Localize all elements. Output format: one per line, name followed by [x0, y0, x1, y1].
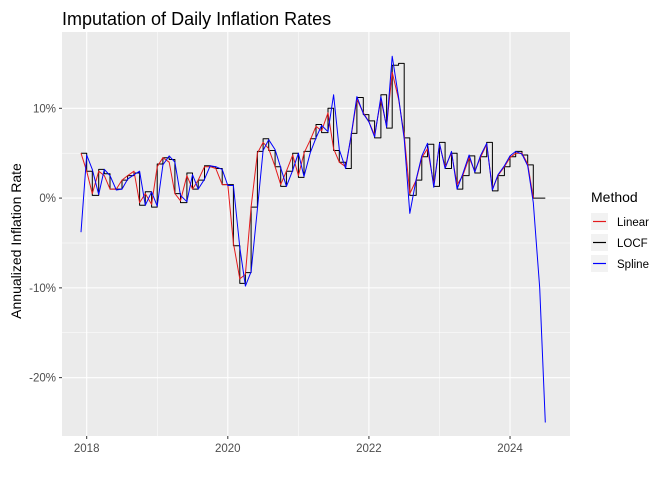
major-gridlines: [62, 32, 570, 436]
series-layer: [80, 55, 546, 423]
legend-title: Method: [591, 189, 638, 205]
minor-gridlines: [62, 32, 570, 436]
y-tick-label: -10%: [29, 283, 56, 295]
y-axis-title: Annualized Inflation Rate: [8, 163, 24, 319]
x-tick-label: 2022: [356, 443, 382, 455]
legend: Method Linear LOCF Spline: [591, 189, 649, 272]
x-tick-label: 2020: [215, 443, 241, 455]
y-axis: -20% -10% 0% 10%: [29, 103, 62, 385]
x-axis: 2018 2020 2022 2024: [74, 436, 523, 455]
x-tick-label: 2018: [74, 443, 100, 455]
series-line-spline: [80, 55, 546, 423]
series-line-linear: [80, 71, 534, 280]
chart-title: Imputation of Daily Inflation Rates: [62, 9, 331, 29]
y-tick-label: 10%: [33, 103, 56, 115]
legend-label-locf: LOCF: [617, 238, 648, 250]
plot-panel: [62, 32, 570, 436]
series-line-locf: [81, 62, 546, 284]
y-tick-label: 0%: [39, 193, 56, 205]
legend-label-spline: Spline: [617, 259, 649, 271]
y-tick-label: -20%: [29, 373, 56, 385]
legend-label-linear: Linear: [617, 217, 649, 229]
x-tick-label: 2024: [497, 443, 523, 455]
